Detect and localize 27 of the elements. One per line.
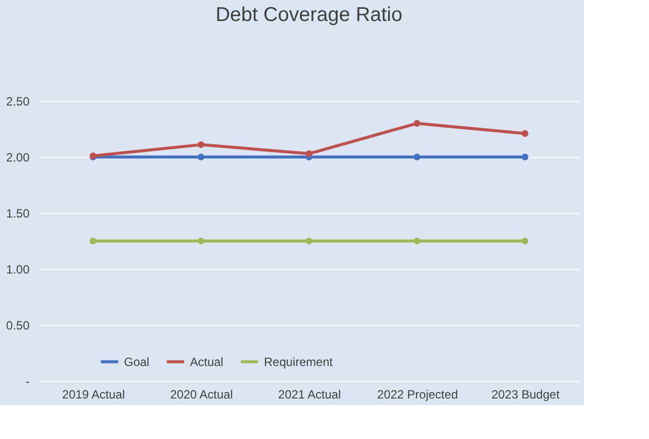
point — [414, 238, 420, 244]
y-tick-label: 2.00 — [6, 150, 30, 164]
point — [306, 238, 312, 244]
point — [198, 238, 204, 244]
y-tick-label: 1.50 — [6, 206, 30, 220]
point — [306, 150, 312, 157]
point — [90, 238, 96, 244]
x-tick-label: 2022 Projected — [377, 388, 458, 402]
x-tick-label: 2020 Actual — [170, 388, 233, 402]
legend-label: Actual — [190, 354, 224, 369]
point — [414, 120, 420, 127]
y-tick-label: 2.50 — [6, 94, 30, 108]
x-tick-label: 2019 Actual — [62, 388, 125, 402]
point — [522, 238, 528, 244]
point — [522, 130, 528, 137]
point — [198, 141, 204, 148]
x-tick-label: 2021 Actual — [278, 388, 341, 402]
y-tick-label: 0.50 — [6, 318, 30, 332]
point — [414, 154, 420, 160]
legend-label: Requirement — [264, 354, 334, 369]
legend-label: Goal — [124, 354, 150, 369]
point — [522, 154, 528, 160]
chart-title: Debt Coverage Ratio — [216, 4, 402, 26]
point — [198, 154, 204, 160]
y-tick-label: - — [26, 374, 30, 388]
y-tick-label: 1.00 — [6, 262, 30, 276]
x-tick-label: 2023 Budget — [491, 388, 560, 402]
